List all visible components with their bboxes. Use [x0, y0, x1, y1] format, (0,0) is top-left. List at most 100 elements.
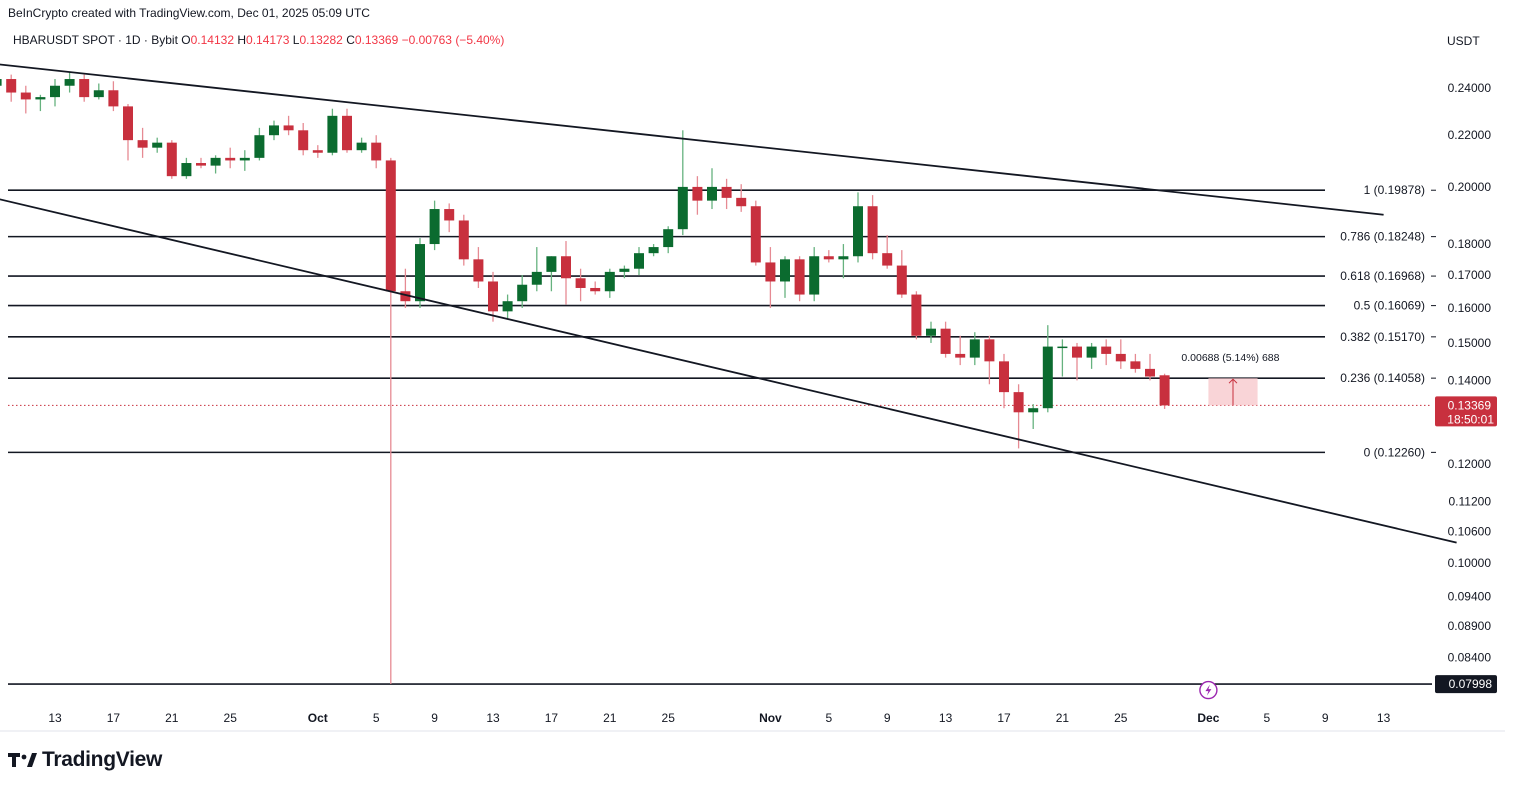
candle [575, 268, 586, 302]
time-axis[interactable]: 13 17 21 25 Oct 5 9 13 17 21 25 Nov 5 9 13 17 21 25 Dec 5 9 1… [0, 680, 1505, 732]
candle-body [385, 160, 396, 292]
candle [502, 294, 513, 319]
candle [123, 104, 133, 161]
time-tick-label: 17 [997, 711, 1011, 725]
candle [371, 135, 382, 169]
candle-body [765, 262, 776, 282]
candle-body [210, 157, 221, 166]
candle [6, 74, 17, 102]
candle-body [415, 244, 425, 302]
candles [0, 72, 1170, 684]
candle [181, 157, 192, 179]
candle [312, 145, 323, 158]
open-label: O [181, 33, 191, 47]
candle-body [166, 142, 177, 177]
candle-body [1159, 375, 1170, 406]
close-label: C [346, 33, 355, 47]
time-tick-label: 21 [165, 711, 179, 725]
candle [137, 127, 148, 158]
fib-label: 0.5 (0.16069) [1354, 299, 1425, 313]
time-tick-label: 5 [825, 711, 832, 725]
symbol-name[interactable]: HBARUSDT SPOT · 1D · Bybit [13, 33, 178, 47]
candle-body [225, 157, 236, 161]
candle-body [736, 197, 747, 207]
candle-body [400, 291, 411, 302]
measure-tool: 0.00688 (5.14%) 688 [1181, 352, 1280, 406]
price-tick-label: 0.09400 [1448, 589, 1492, 603]
event-lightning-icon[interactable] [1199, 680, 1218, 700]
candle-body [327, 115, 338, 153]
tradingview-logo: TradingView [8, 748, 162, 772]
candle-body [1057, 346, 1068, 349]
low-marker-value: 0.07998 [1449, 677, 1493, 691]
low-value: 0.13282 [299, 33, 343, 47]
candle [517, 275, 528, 308]
candle [298, 123, 309, 156]
time-tick-label: 25 [1114, 711, 1128, 725]
candle-body [1013, 392, 1024, 413]
fib-label: 0.236 (0.14058) [1340, 371, 1425, 385]
bar-countdown: 18:50:01 [1447, 412, 1494, 426]
price-tick-label: 0.10600 [1448, 524, 1492, 538]
last-price-tag [1435, 396, 1497, 427]
candle [1145, 353, 1155, 381]
candle-body [1101, 346, 1112, 354]
candle-body [677, 186, 688, 230]
trendlines [0, 63, 1457, 544]
candle [93, 83, 104, 100]
candle [692, 176, 703, 215]
candle [429, 200, 440, 251]
candle [444, 203, 455, 233]
candle-body [794, 259, 805, 295]
candle-body [561, 256, 571, 279]
price-tick-label: 0.16000 [1448, 301, 1492, 315]
tradingview-logo-icon [8, 753, 37, 767]
candle-body [254, 135, 265, 158]
price-tick-label: 0.24000 [1448, 81, 1492, 95]
price-tick-label: 0.17000 [1448, 268, 1492, 282]
candle [1130, 353, 1141, 373]
candle-body [6, 79, 17, 93]
candle-body [488, 281, 498, 312]
candle [1115, 339, 1126, 369]
candle [853, 192, 863, 263]
candle [634, 247, 644, 276]
candle-body [1130, 361, 1141, 369]
time-tick-label: 5 [373, 711, 380, 725]
price-chart[interactable]: 1 (0.19878) 0.786 (0.18248) 0.618 (0.16968… [0, 0, 1514, 745]
candle [765, 247, 776, 308]
candle-body [692, 186, 703, 201]
time-tick-label: 13 [1377, 711, 1391, 725]
low-label: L [292, 33, 300, 47]
time-tick-label: 25 [224, 711, 238, 725]
candle-body [634, 253, 644, 269]
candle [1028, 404, 1039, 429]
candle-body [940, 328, 951, 354]
candle [108, 81, 119, 112]
candle-body [604, 271, 615, 292]
currency-label[interactable]: USDT [1447, 34, 1480, 48]
candle-body [619, 268, 630, 272]
candle [531, 247, 542, 292]
candle-body [663, 229, 674, 248]
candle [342, 108, 352, 153]
price-tick-label: 0.08900 [1448, 619, 1492, 633]
candle [604, 268, 615, 298]
price-tick-label: 0.14000 [1448, 373, 1492, 387]
candle [166, 140, 177, 179]
candle-body [79, 79, 90, 98]
candle-body [911, 294, 922, 336]
candle-body [312, 150, 323, 153]
price-axis[interactable]: 0.24000 0.22000 0.20000 0.18000 0.17000 0.160… [1435, 81, 1497, 694]
candle-body [93, 90, 104, 98]
candle-body [0, 79, 2, 86]
candle-body [444, 209, 455, 221]
time-tick-label: Dec [1197, 711, 1219, 725]
time-tick-label: 9 [884, 711, 891, 725]
trendline-upper [0, 63, 1384, 216]
candle [721, 178, 732, 210]
candle-body [823, 256, 834, 260]
time-tick-label: Oct [308, 711, 328, 725]
candle [926, 321, 936, 343]
change-value: −0.00763 (−5.40%) [401, 33, 505, 47]
